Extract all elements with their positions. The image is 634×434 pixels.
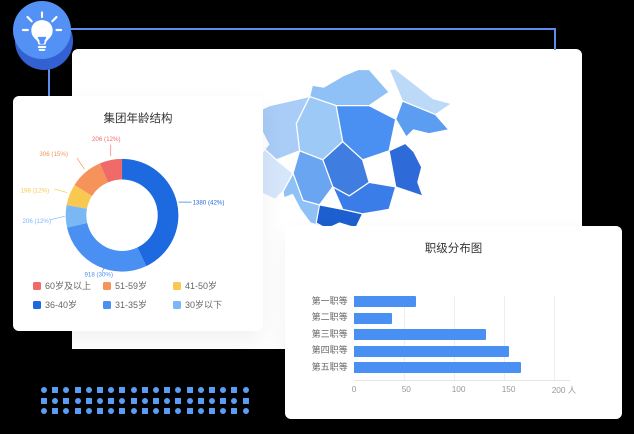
svg-text:206 (12%): 206 (12%) [92, 136, 121, 143]
svg-text:918 (30%): 918 (30%) [84, 271, 113, 278]
svg-text:1380 (42%): 1380 (42%) [192, 199, 224, 206]
svg-text:198 (12%): 198 (12%) [21, 188, 50, 195]
svg-text:206 (12%): 206 (12%) [22, 218, 51, 225]
svg-text:306 (15%): 306 (15%) [39, 151, 68, 158]
